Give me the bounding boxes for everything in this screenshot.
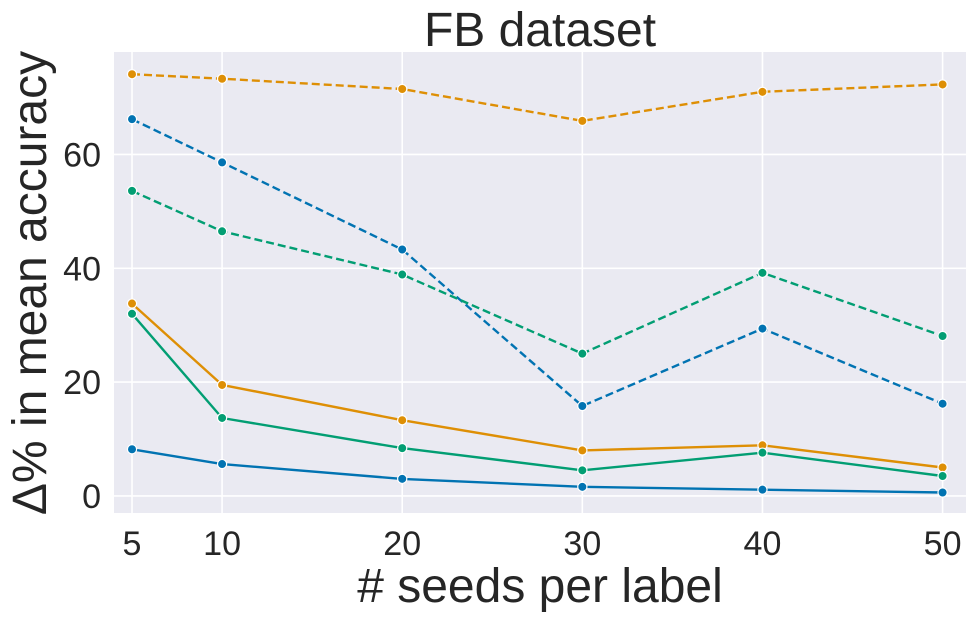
- x-tick-label: 40: [744, 525, 782, 563]
- data-point-orange-solid: [216, 379, 228, 391]
- data-point-green-dashed: [937, 330, 948, 342]
- series-line-blue-solid: [131, 448, 943, 494]
- data-point-blue-solid: [397, 473, 408, 485]
- data-point-orange-dashed: [126, 68, 138, 80]
- data-point-blue-dashed: [216, 157, 228, 168]
- data-point-blue-dashed: [937, 398, 948, 409]
- y-tick-label: 60: [63, 136, 101, 174]
- y-axis-ticks: 0 20 40 60: [63, 136, 101, 515]
- series-line-green-dashed: [131, 189, 943, 355]
- y-axis-label: Δ% in mean accuracy: [4, 51, 57, 515]
- y-tick-label: 40: [63, 250, 101, 288]
- x-axis-ticks: 5 10 20 30 40 50: [123, 525, 962, 563]
- data-point-orange-solid: [126, 298, 138, 309]
- data-point-blue-dashed: [397, 244, 408, 255]
- data-point-orange-solid: [397, 415, 408, 426]
- x-axis-label: # seeds per label: [357, 560, 723, 613]
- x-tick-label: 5: [123, 525, 142, 563]
- data-point-orange-dashed: [577, 115, 588, 127]
- x-tick-label: 50: [924, 525, 962, 563]
- data-point-blue-dashed: [577, 400, 588, 412]
- data-point-green-solid: [757, 447, 768, 458]
- y-tick-label: 0: [82, 478, 101, 516]
- data-point-blue-solid: [757, 484, 768, 495]
- grid-lines: [114, 52, 966, 513]
- chart-title: FB dataset: [424, 4, 656, 57]
- data-point-green-solid: [397, 442, 408, 454]
- data-point-orange-dashed: [937, 79, 948, 90]
- data-point-green-solid: [126, 308, 138, 320]
- data-point-orange-dashed: [397, 83, 408, 95]
- data-point-orange-solid: [937, 462, 948, 473]
- data-point-green-dashed: [577, 348, 588, 359]
- data-point-blue-solid: [126, 444, 138, 455]
- y-tick-label: 20: [63, 364, 101, 402]
- data-point-orange-dashed: [216, 73, 228, 84]
- data-point-orange-solid: [577, 445, 588, 456]
- series-lines: [131, 73, 944, 494]
- data-point-green-dashed: [126, 185, 138, 197]
- data-point-green-dashed: [216, 226, 228, 237]
- data-point-green-dashed: [397, 269, 408, 280]
- data-point-blue-dashed: [126, 113, 138, 125]
- series-markers: [126, 68, 948, 498]
- data-point-green-solid: [216, 412, 228, 424]
- series-line-green-solid: [131, 313, 943, 478]
- series-line-orange-solid: [131, 302, 943, 469]
- data-point-green-solid: [577, 465, 588, 476]
- data-point-blue-solid: [577, 481, 588, 493]
- plot-area: [114, 52, 966, 513]
- data-point-orange-dashed: [757, 86, 768, 98]
- x-tick-label: 20: [383, 525, 421, 563]
- data-point-blue-solid: [216, 458, 228, 470]
- data-point-green-solid: [937, 470, 948, 482]
- x-tick-label: 30: [563, 525, 601, 563]
- x-tick-label: 10: [203, 525, 241, 563]
- data-point-green-dashed: [757, 267, 768, 279]
- data-point-blue-solid: [937, 487, 948, 498]
- data-point-blue-dashed: [757, 323, 768, 334]
- series-line-orange-dashed: [131, 73, 943, 123]
